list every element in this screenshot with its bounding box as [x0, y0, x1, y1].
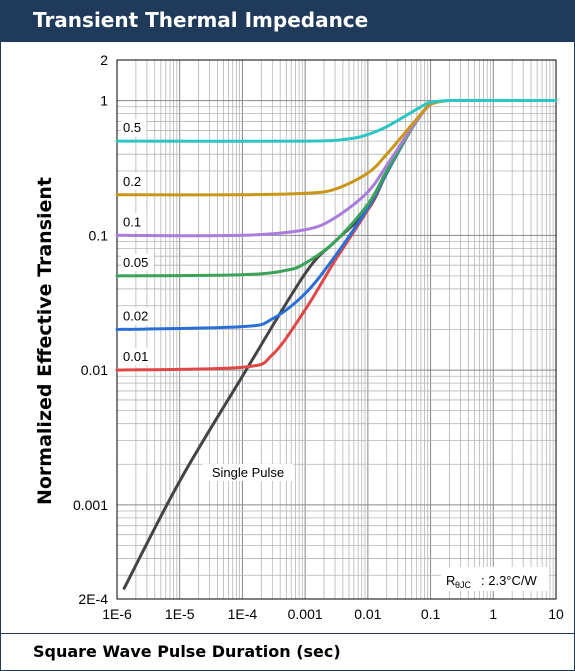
series-label-bg — [202, 464, 294, 481]
series-label-single-pulse: Single Pulse — [212, 465, 284, 480]
series-label-0-5: 0.5 — [123, 120, 141, 135]
series-label-0-05: 0.05 — [123, 255, 148, 270]
y-tick-label: 1 — [100, 93, 108, 109]
x-axis-label: Square Wave Pulse Duration (sec) — [33, 642, 341, 661]
series-label-layer: 0.5 0.2 0.1 0.05 0.02 0.01 Single Pulse — [121, 119, 294, 481]
y-tick-label: 0.001 — [73, 497, 108, 513]
annotation-layer: R θJC : 2.3°C/W — [441, 567, 549, 591]
series-label-0-01: 0.01 — [123, 349, 148, 364]
y-tick-label: 0.01 — [81, 362, 108, 378]
y-tick-label: 0.1 — [89, 227, 109, 243]
series-label-0-02: 0.02 — [123, 309, 148, 324]
tick-label-layer: 1E-6 1E-5 1E-4 0.001 0.01 0.1 1 10 2E-4 0.001 0.01… — [73, 52, 564, 622]
x-tick-label: 0.1 — [421, 606, 441, 622]
x-tick-label: 0.001 — [288, 606, 323, 622]
series-label-bg — [121, 348, 154, 366]
series-line-0-5 — [115, 98, 558, 143]
x-tick-label: 1E-6 — [102, 606, 132, 622]
y-tick-label: 2E-4 — [78, 591, 108, 607]
x-tick-label: 10 — [548, 606, 564, 622]
annotation-subscript: θJC — [455, 580, 472, 590]
x-tick-label: 0.01 — [354, 606, 381, 622]
annotation-symbol: R — [446, 573, 455, 588]
series-line-0-1 — [115, 102, 433, 238]
title-bar: Transient Thermal Impedance — [1, 1, 574, 42]
series-label-0-2: 0.2 — [123, 174, 141, 189]
chart-title: Transient Thermal Impedance — [33, 8, 369, 32]
series-line-0-05 — [115, 102, 433, 278]
series-label-bg — [121, 253, 154, 271]
series-label-bg — [121, 307, 154, 325]
y-tick-label: 2 — [100, 52, 108, 68]
series-label-0-1: 0.1 — [123, 214, 141, 229]
annotation-box — [441, 567, 549, 591]
series-layer — [115, 98, 558, 590]
series-label-bg — [121, 172, 147, 190]
x-tick-label: 1 — [489, 606, 497, 622]
series-label-bg — [121, 119, 147, 137]
series-label-bg — [121, 213, 147, 231]
x-tick-label: 1E-4 — [228, 606, 258, 622]
series-line-0-02 — [115, 102, 433, 331]
x-tick-label: 1E-5 — [165, 606, 195, 622]
annotation-value: : 2.3°C/W — [481, 573, 537, 588]
footer-separator — [1, 633, 574, 634]
